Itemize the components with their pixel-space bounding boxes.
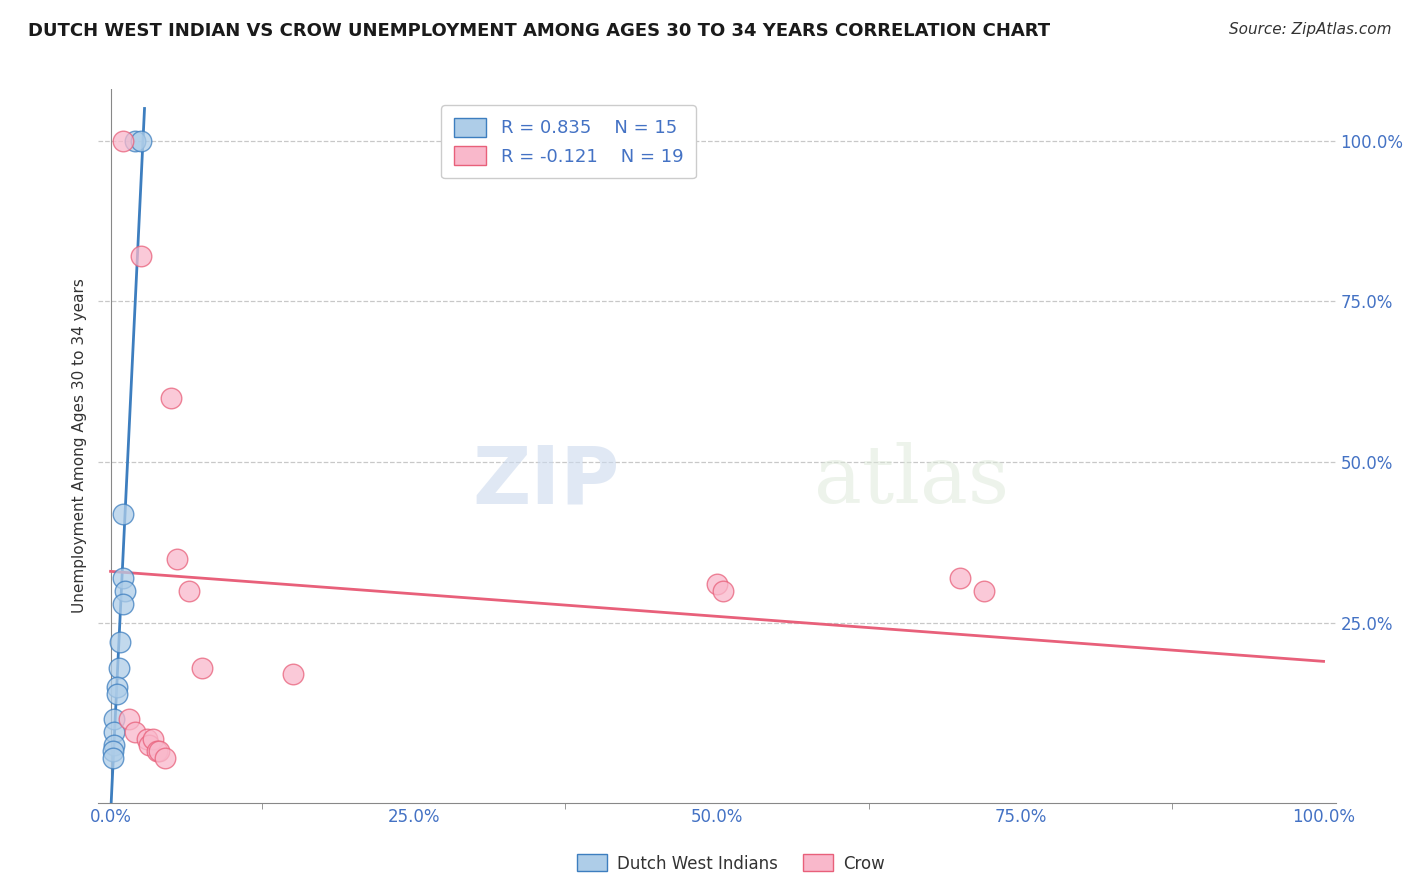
Point (949, 571, 972, 585)
Point (281, 667, 304, 681)
Point (145, 744, 167, 758)
Point (108, 661, 131, 675)
Point (153, 751, 176, 765)
Point (105, 686, 128, 700)
Text: atlas: atlas (814, 442, 1010, 520)
Point (124, 134, 146, 148)
Text: DUTCH WEST INDIAN VS CROW UNEMPLOYMENT AMONG AGES 30 TO 34 YEARS CORRELATION CHA: DUTCH WEST INDIAN VS CROW UNEMPLOYMENT A… (28, 22, 1050, 40)
Legend: R = 0.835    N = 15, R = -0.121    N = 19: R = 0.835 N = 15, R = -0.121 N = 19 (441, 105, 696, 178)
Point (166, 551, 188, 566)
Point (136, 731, 159, 746)
Point (105, 680, 128, 694)
Point (142, 731, 165, 746)
Point (706, 577, 728, 591)
Point (118, 712, 141, 726)
Point (114, 583, 136, 598)
Point (111, 507, 134, 521)
Point (101, 751, 124, 765)
Point (148, 744, 170, 758)
Point (111, 597, 134, 611)
Legend: Dutch West Indians, Crow: Dutch West Indians, Crow (571, 847, 891, 880)
Point (103, 738, 125, 752)
Point (101, 744, 124, 758)
Point (711, 583, 734, 598)
Point (973, 583, 995, 598)
Point (103, 725, 125, 739)
Point (129, 249, 152, 263)
Point (110, 635, 132, 649)
Point (124, 725, 146, 739)
Point (179, 583, 201, 598)
Text: ZIP: ZIP (472, 442, 620, 520)
Point (111, 571, 134, 585)
Point (190, 661, 212, 675)
Point (160, 391, 183, 405)
Text: Source: ZipAtlas.com: Source: ZipAtlas.com (1229, 22, 1392, 37)
Y-axis label: Unemployment Among Ages 30 to 34 years: Unemployment Among Ages 30 to 34 years (72, 278, 87, 614)
Point (129, 134, 152, 148)
Point (111, 134, 134, 148)
Point (103, 712, 125, 726)
Point (138, 738, 160, 752)
